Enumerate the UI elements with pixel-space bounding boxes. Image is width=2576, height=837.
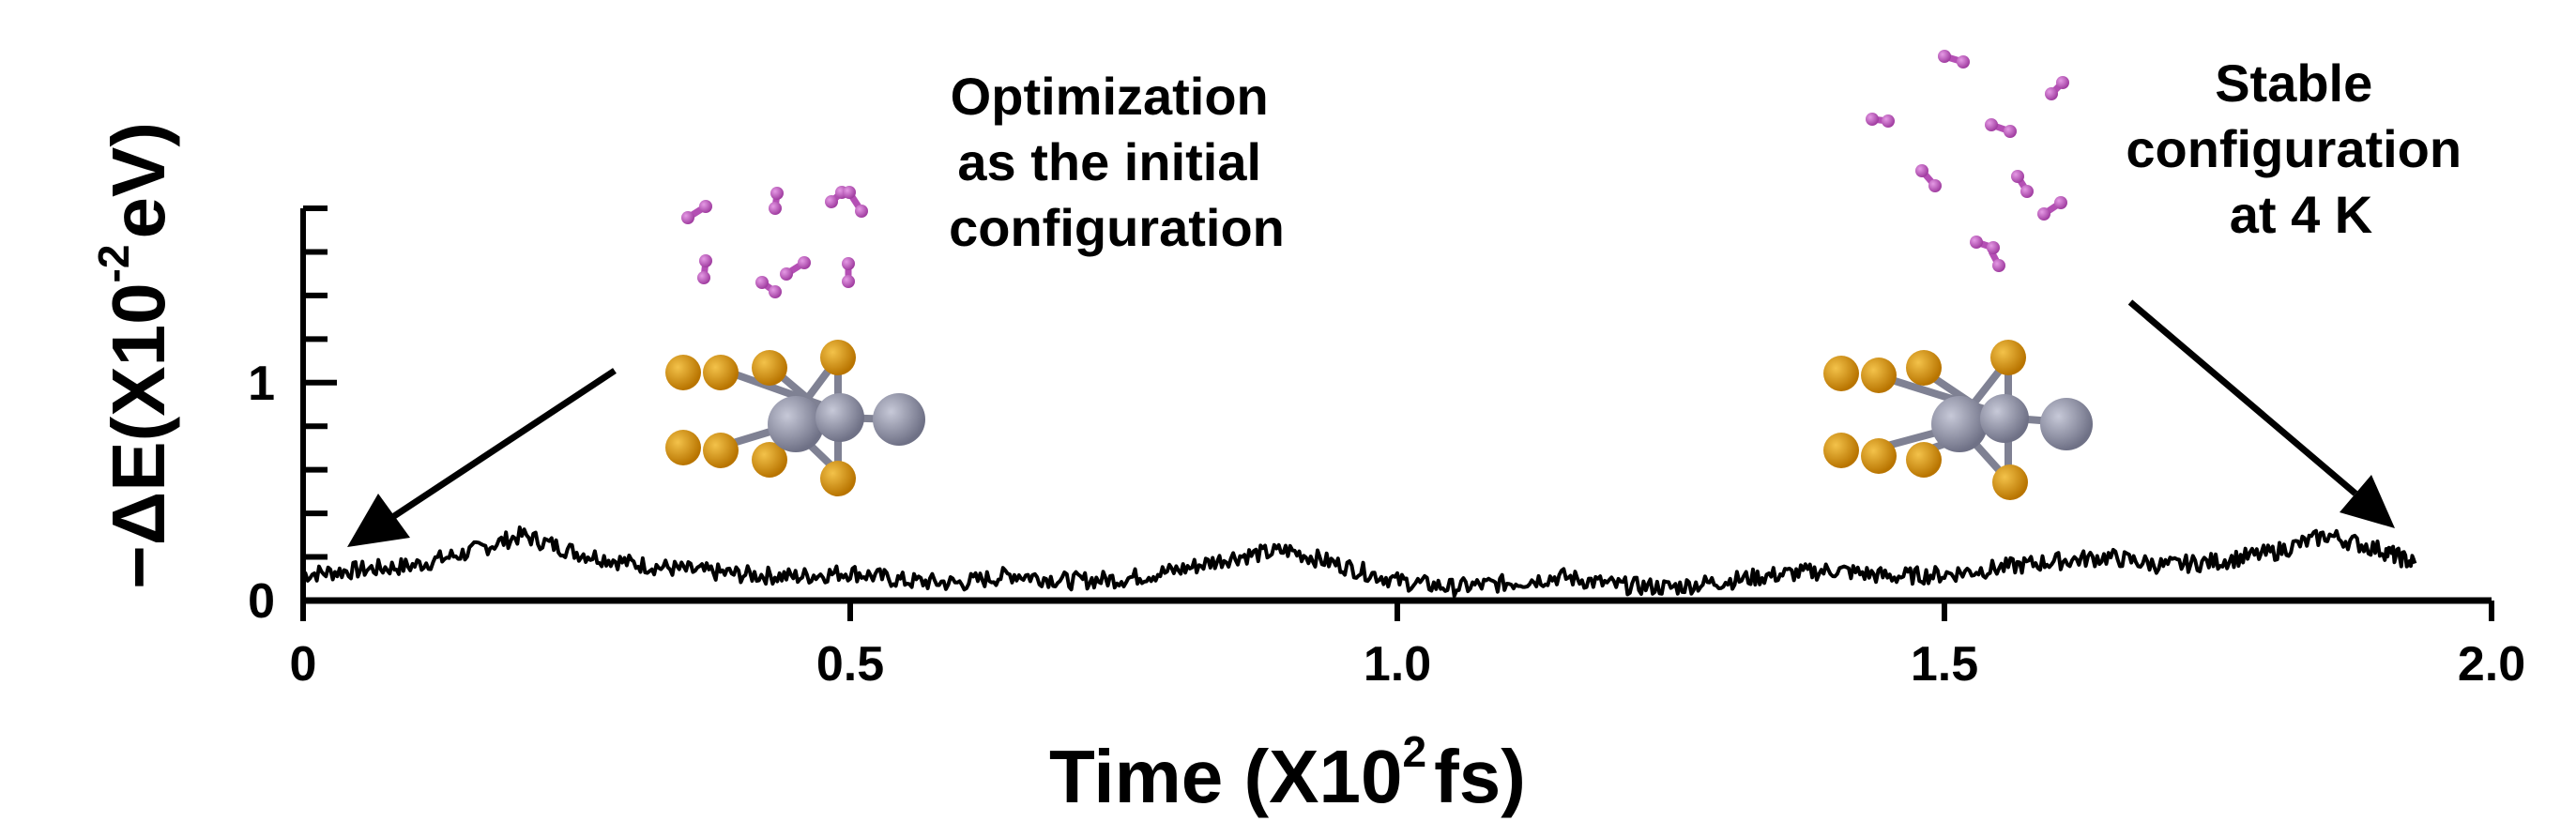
x-tick-label: 1.0 [1364,637,1431,692]
stable-structure [1823,50,2093,500]
arrow-right [2127,299,2395,528]
y-axis-title: −ΔE(X10-2eV) [89,122,180,589]
gray-atoms-initial [768,393,925,452]
gray-atoms-stable [1931,394,2093,452]
annotation-right-line-1: Stable [2215,53,2372,113]
x-tick-label: 2.0 [2458,637,2525,692]
axes [300,208,2492,604]
annotation-left-line-1: Optimization [951,67,1269,126]
arrow-left [347,368,617,547]
x-axis-title: Time (X102 fs) [1049,727,1526,818]
y-tick-label: 1 [248,357,275,411]
annotation-right-line-2: configuration [2126,119,2462,178]
hydrogen-molecules-stable [1871,53,2065,267]
x-tick-label: 0 [290,637,317,692]
annotation-left-line-2: as the initial [957,132,1261,191]
x-tick-label: 1.5 [1911,637,1978,692]
x-ticks: 0 0.5 1.0 1.5 2.0 [290,601,2525,692]
y-tick-label: 0 [248,574,275,629]
x-tick-label: 0.5 [816,637,884,692]
gold-atoms-stable [1823,340,2028,500]
initial-structure [665,186,925,496]
y-ticks: 01 [248,205,337,629]
annotation-right-line-3: at 4 K [2230,185,2373,244]
annotation-left-line-3: configuration [949,198,1285,257]
series-line [301,525,2417,599]
annotation-left: Optimization as the initial configuratio… [949,67,1285,257]
gold-atoms-initial [665,340,856,496]
annotation-right: Stable configuration at 4 K [2126,53,2476,244]
